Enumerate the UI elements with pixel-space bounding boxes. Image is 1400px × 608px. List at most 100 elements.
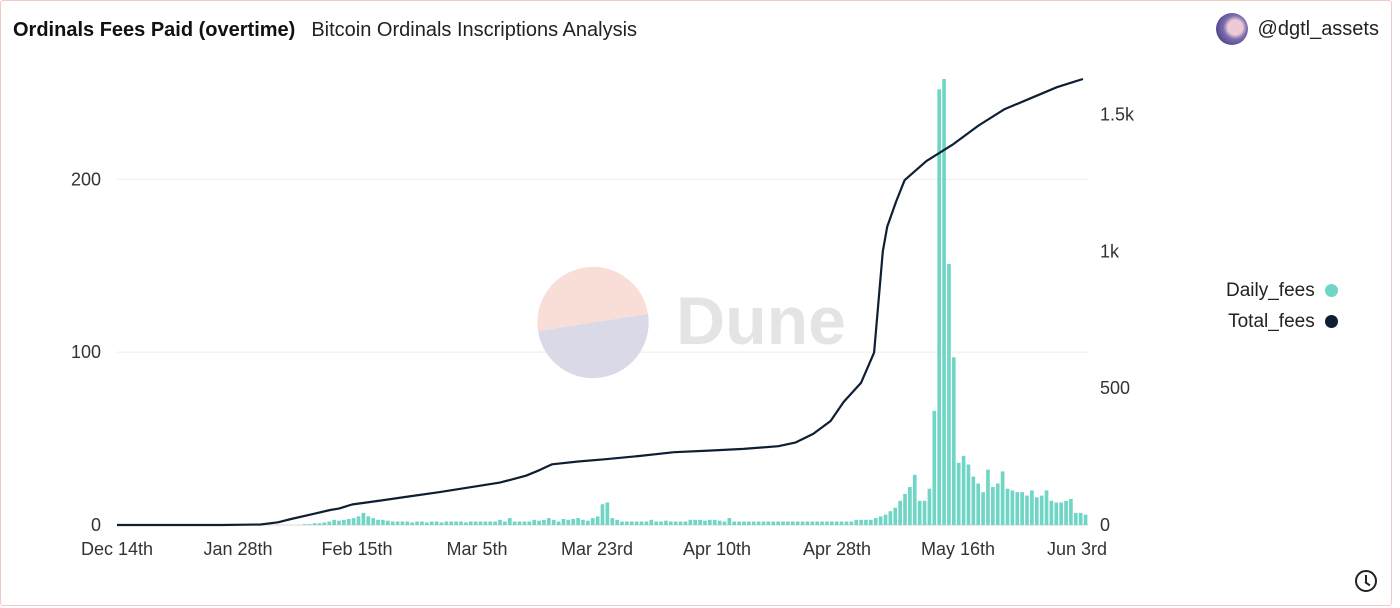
- daily-fees-bar: [966, 464, 971, 525]
- daily-fees-bar: [488, 521, 493, 525]
- daily-fees-bar: [673, 521, 678, 525]
- daily-fees-bar: [698, 519, 702, 525]
- x-tick-label: May 16th: [921, 539, 995, 559]
- daily-fees-bar: [1054, 502, 1059, 525]
- daily-fees-bar: [688, 519, 693, 525]
- daily-fees-bar: [1069, 499, 1073, 525]
- daily-fees-bar: [429, 521, 434, 525]
- y-right-tick-label: 1.5k: [1100, 105, 1135, 125]
- daily-fees-bar: [986, 469, 990, 525]
- daily-fees-bar: [981, 492, 985, 525]
- author-link[interactable]: @dgtl_assets: [1215, 13, 1379, 45]
- daily-fees-bar: [527, 521, 532, 525]
- daily-fees-bar: [556, 521, 561, 525]
- daily-fees-bar: [390, 521, 395, 525]
- daily-fees-bar: [395, 521, 400, 525]
- daily-fees-bar: [532, 519, 537, 525]
- daily-fees-bar: [312, 523, 317, 525]
- daily-fees-bar: [864, 519, 868, 525]
- daily-fees-bar: [995, 483, 1000, 525]
- daily-fees-bar: [722, 521, 727, 525]
- y-right-tick-label: 0: [1100, 515, 1110, 535]
- x-tick-label: Apr 10th: [683, 539, 751, 559]
- dune-logo-icon: [537, 266, 648, 331]
- total-fees-line: [117, 77, 1084, 527]
- chart-subtitle[interactable]: Bitcoin Ordinals Inscriptions Analysis: [311, 18, 638, 41]
- daily-fees-bar: [586, 520, 590, 525]
- daily-fees-bar: [927, 488, 932, 525]
- chart-header: Ordinals Fees Paid (overtime) Bitcoin Or…: [13, 15, 637, 45]
- daily-fees-bar: [434, 521, 439, 525]
- daily-fees-bar: [439, 522, 444, 525]
- x-tick-label: Feb 15th: [321, 539, 392, 559]
- daily-fees-bar: [849, 521, 854, 525]
- daily-fees-bar: [844, 521, 849, 525]
- daily-fees-bar: [668, 521, 673, 525]
- daily-fees-bar: [839, 521, 844, 525]
- clock-icon[interactable]: [1355, 570, 1377, 592]
- daily-fees-bar: [615, 519, 619, 525]
- daily-fees-bar: [727, 518, 732, 525]
- daily-fees-bar: [605, 502, 610, 525]
- daily-fees-bar: [478, 521, 483, 525]
- daily-fees-bar: [903, 493, 907, 525]
- x-tick-label: Dec 14th: [81, 539, 153, 559]
- daily-fees-bar: [351, 518, 356, 525]
- legend-label-total-fees: Total_fees: [1228, 310, 1315, 332]
- daily-fees-bar: [1015, 492, 1020, 525]
- daily-fees-bar: [620, 521, 624, 525]
- daily-fees-bar: [464, 522, 468, 525]
- daily-fees-bar: [629, 521, 634, 525]
- daily-fees-bar: [1073, 512, 1078, 525]
- daily-fees-bar: [468, 521, 473, 525]
- daily-fees-bar: [376, 519, 380, 525]
- legend-item-total-fees[interactable]: Total_fees: [1226, 306, 1338, 337]
- daily-fees-bar: [751, 521, 756, 525]
- daily-fees-bar: [595, 516, 600, 525]
- daily-fees-bar: [951, 357, 956, 525]
- legend-item-daily-fees[interactable]: Daily_fees: [1226, 275, 1338, 306]
- daily-fees-bar: [956, 462, 961, 525]
- daily-fees-bar: [781, 521, 785, 525]
- daily-fees-bar: [991, 486, 995, 525]
- daily-fees-bar: [517, 521, 522, 525]
- daily-fees-bar: [917, 500, 922, 525]
- y-left-tick-label: 100: [71, 342, 101, 362]
- daily-fees-bar: [810, 521, 815, 525]
- daily-fees-bar: [307, 524, 312, 525]
- daily-fees-bar: [366, 516, 371, 525]
- daily-fees-bar: [610, 518, 615, 525]
- daily-fees-bar: [873, 518, 878, 525]
- daily-fees-bar: [551, 519, 556, 525]
- daily-fees-bar: [625, 521, 629, 525]
- daily-fees-bar: [503, 521, 507, 525]
- daily-fees-bar: [317, 523, 322, 525]
- daily-fees-bar: [678, 521, 683, 525]
- daily-fees-bar: [454, 521, 458, 525]
- daily-fees-bar: [459, 521, 463, 525]
- daily-fees-bar: [537, 520, 541, 525]
- daily-fees-bar: [561, 518, 566, 525]
- daily-fees-bar: [566, 519, 571, 525]
- daily-fees-bar: [859, 519, 863, 525]
- daily-fees-bar: [703, 520, 707, 525]
- daily-fees-bar: [898, 500, 902, 525]
- daily-fees-bar: [683, 521, 688, 525]
- x-tick-label: Apr 28th: [803, 539, 871, 559]
- daily-fees-bar: [790, 521, 795, 525]
- daily-fees-bar: [800, 521, 805, 525]
- daily-fees-bar: [512, 521, 517, 525]
- daily-fees-bar: [449, 521, 454, 525]
- daily-fees-bar: [908, 486, 912, 525]
- daily-fees-bar: [649, 519, 654, 525]
- daily-fees-bar: [776, 521, 780, 525]
- daily-fees-bar: [322, 522, 327, 525]
- author-handle[interactable]: @dgtl_assets: [1257, 17, 1379, 40]
- daily-fees-bar: [961, 455, 966, 525]
- chart-title: Ordinals Fees Paid (overtime): [13, 18, 296, 41]
- daily-fees-bar: [1083, 514, 1088, 525]
- y-right-tick-label: 1k: [1100, 241, 1120, 261]
- y-left-tick-label: 200: [71, 169, 101, 189]
- daily-fees-bar: [878, 516, 883, 525]
